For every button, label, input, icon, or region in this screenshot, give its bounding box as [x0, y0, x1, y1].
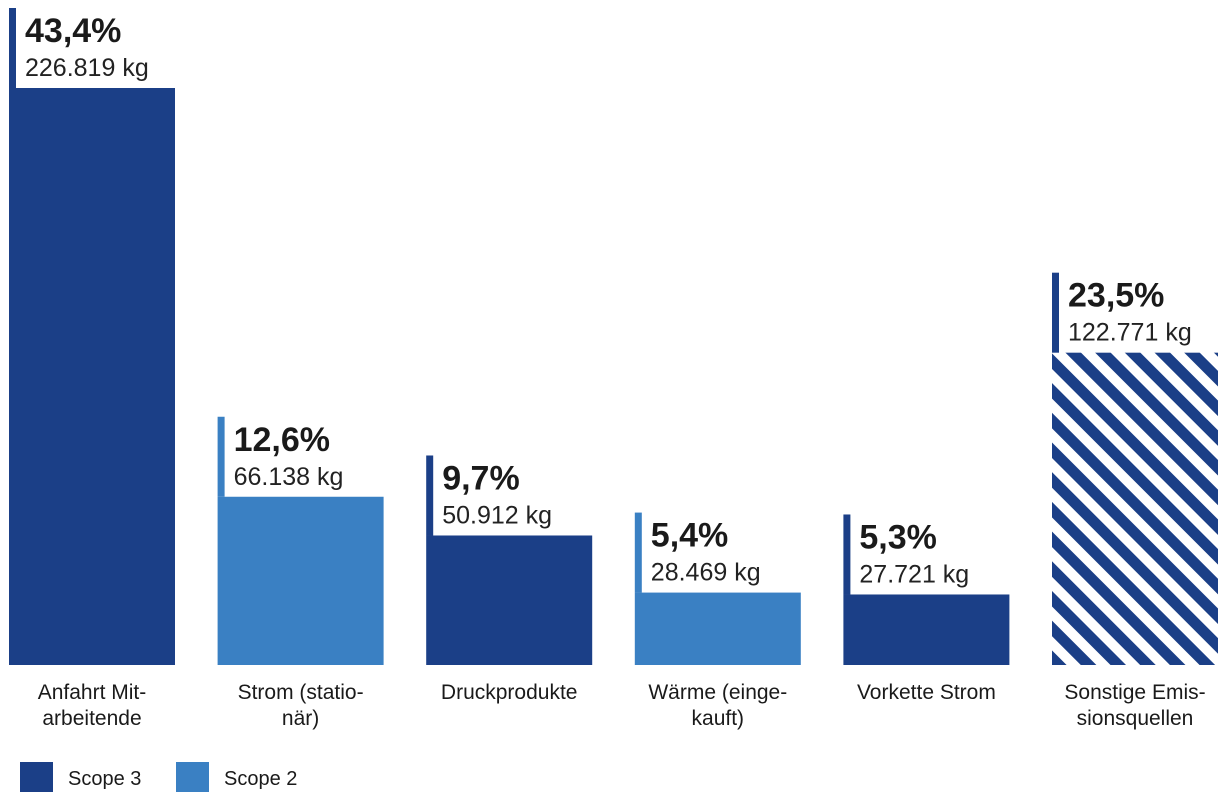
legend-swatch — [20, 762, 53, 792]
legend-swatch — [176, 762, 209, 792]
data-label-value: 50.912 kg — [442, 501, 552, 529]
category-label: Druckprodukte — [441, 681, 578, 704]
bar-accent-line — [843, 514, 851, 595]
bar-accent-line — [9, 8, 16, 88]
bar-accent-line — [217, 416, 225, 497]
bar-accent-line — [634, 512, 642, 593]
legend-label: Scope 2 — [224, 768, 297, 790]
data-label-percent: 43,4% — [25, 12, 121, 50]
data-label-value: 226.819 kg — [25, 54, 149, 82]
category-label: Strom (statio- — [238, 681, 364, 704]
data-label-percent: 9,7% — [442, 459, 520, 497]
data-label-percent: 23,5% — [1068, 277, 1164, 315]
category-label: när) — [282, 707, 319, 730]
bar — [843, 594, 1010, 665]
data-label-percent: 5,4% — [651, 517, 729, 555]
category-label: arbeitende — [42, 707, 141, 730]
data-label-value: 66.138 kg — [234, 463, 344, 491]
category-label: Anfahrt Mit- — [38, 681, 147, 704]
category-label: Wärme (einge- — [648, 681, 787, 704]
category-label: Vorkette Strom — [857, 681, 996, 704]
category-label: Sonstige Emis- — [1064, 681, 1205, 704]
data-label-value: 122.771 kg — [1068, 319, 1192, 347]
data-label-value: 27.721 kg — [859, 560, 969, 588]
category-label: sionsquellen — [1077, 707, 1194, 730]
bar — [634, 592, 801, 665]
data-label-value: 28.469 kg — [651, 559, 761, 587]
bar — [426, 535, 593, 665]
legend: Scope 3 Scope 2 — [20, 762, 297, 792]
bars-layer: 43,4% 226.819 kg Anfahrt Mit-arbeitende 12,… — [9, 8, 1218, 730]
data-label-percent: 12,6% — [234, 421, 330, 459]
legend-label: Scope 3 — [68, 768, 141, 790]
bar — [9, 88, 175, 665]
bar-accent-line — [1052, 272, 1059, 353]
bar-accent-line — [426, 455, 434, 536]
data-label-percent: 5,3% — [859, 518, 937, 556]
bar — [217, 496, 384, 665]
bar — [1052, 352, 1218, 665]
category-label: kauft) — [692, 707, 745, 730]
